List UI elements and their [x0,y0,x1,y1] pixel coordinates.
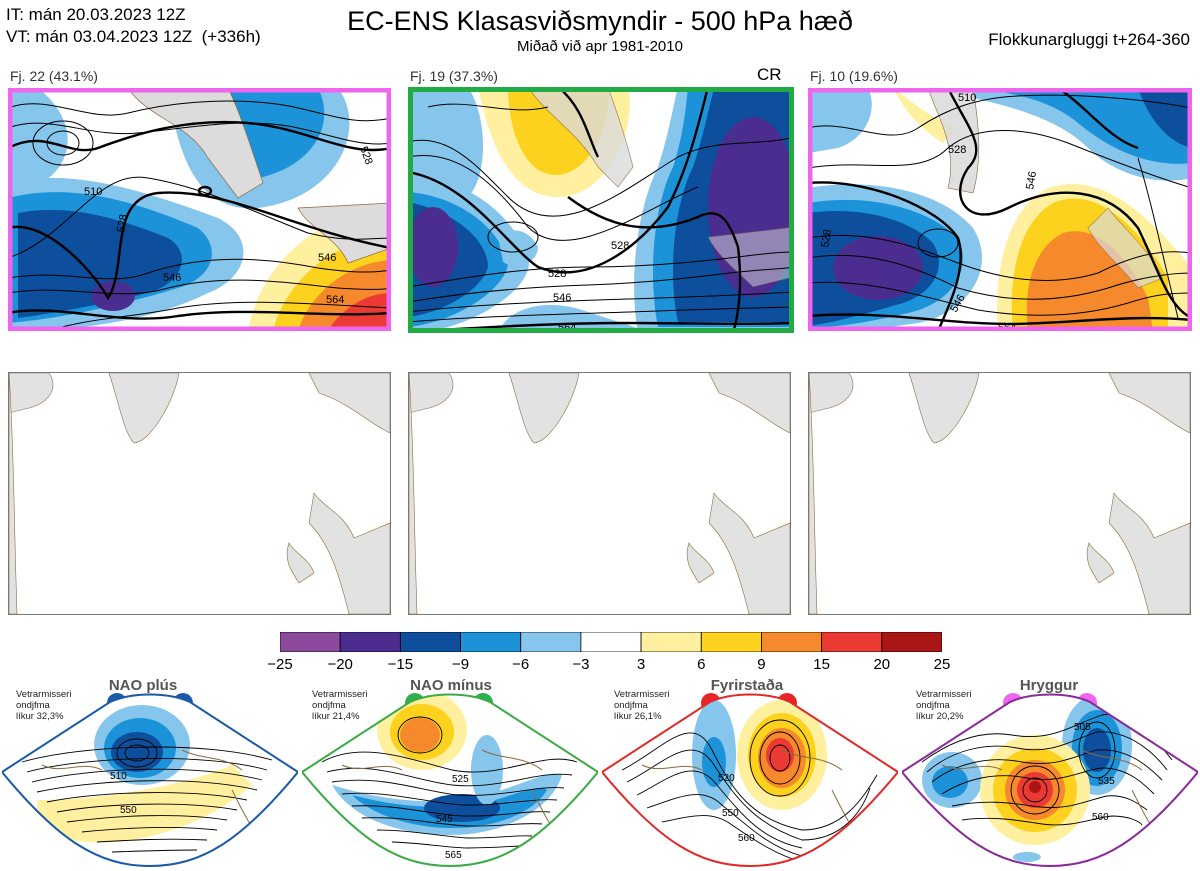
regime-3-map: 520 550 560 [602,693,898,868]
regime-1-info: Vetrarmisseri ondjfma líkur 32,3% [16,689,71,722]
cluster-1-map: 510 528 546 564 528 546 [8,88,391,331]
cluster-2-contour-label: 546 [553,292,571,304]
regime-1-info-line: ondjfma [16,700,50,711]
cluster-1-label: Fj. 22 (43.1%) [10,68,98,84]
colorbar-swatch [700,631,762,653]
cluster-3-map: 510 528 546 546 564 528 [808,88,1192,331]
cluster-2-contour-label: 564 [558,322,576,333]
cluster-2-map: 528 528 546 564 [408,87,794,333]
regime-1-info-line: Vetrarmisseri [16,689,72,700]
regime-2-contour-label: 525 [452,774,469,785]
cluster-3-label: Fj. 10 (19.6%) [810,68,898,84]
regime-3-contour-label: 560 [738,833,755,844]
regime-1-map: 510 550 [2,693,298,868]
colorbar-swatch [640,631,702,653]
initial-time: IT: mán 20.03.2023 12Z [6,5,186,24]
colorbar-tick-label: −6 [512,656,530,673]
regime-2-frame [302,693,598,868]
regime-3-contour-label: 550 [722,808,739,819]
colorbar-tick-label: 6 [697,656,706,673]
cluster-2-label: Fj. 19 (37.3%) [410,68,498,84]
colorbar-tick-label: 3 [636,656,646,673]
regime-4-contour-label: 505 [1074,722,1091,733]
cluster-2-frame [408,87,794,333]
cluster-1-contour-label: 528 [357,145,375,166]
cluster-1-contour-label: 564 [326,294,344,306]
regime-4-info-line: líkur 20,2% [916,711,964,722]
regime-2-contour-label: 545 [436,814,453,825]
cluster-3-contour-label: 510 [958,92,976,104]
cluster-3-detail-map [808,372,1191,615]
colorbar-tick-label: 15 [813,656,830,673]
regime-1-contour-label: 510 [110,771,127,782]
regime-2-info-line: líkur 21,4% [312,711,360,722]
colorbar-tick-label: −3 [572,656,590,673]
colorbar-tick-label: 9 [757,656,766,673]
regime-4-contour-label: 535 [1098,776,1115,787]
colorbar-swatch [520,631,582,653]
regime-1-contour-label: 550 [120,805,137,816]
regime-4-name: Hryggur [1019,677,1079,694]
cluster-3-contour-label: 528 [819,228,834,248]
forecast-info: IT: mán 20.03.2023 12Z VT: mán 03.04.202… [6,4,261,48]
valid-time: VT: mán 03.04.2023 12Z (+336h) [6,27,261,46]
colorbar-swatch [881,631,943,653]
colorbar-swatch [399,631,461,653]
regime-3-info-line: ondjfma [614,700,648,711]
regime-2-contour-label: 565 [445,850,462,861]
cluster-1-contour-label: 546 [163,272,181,284]
regime-4-map: 505 535 560 [902,693,1198,868]
regime-2-info-line: Vetrarmisseri [312,689,368,700]
cluster-1-contour-label: 528 [115,213,130,233]
cluster-2-contour-label: 528 [611,240,629,252]
colorbar-swatch [279,631,341,653]
colorbar-tick-label: 25 [933,656,951,673]
regime-3-name: Fyrirstaða [710,677,784,694]
page-title: EC-ENS Klasasviðsmyndir - 500 hPa hæð [347,6,853,36]
classification-window: Flokkunargluggi t+264-360 [988,30,1190,49]
regime-3-info: Vetrarmisseri ondjfma líkur 26,1% [614,689,669,722]
colorbar-tick-label: −20 [327,656,353,673]
colorbar-swatch [761,631,823,653]
regime-3-info-line: Vetrarmisseri [614,689,670,700]
regime-1-info-line: líkur 32,3% [16,711,64,722]
cluster-2-contour-label: 528 [548,268,566,280]
colorbar-tick-label: −15 [387,656,414,673]
regime-3-frame [602,693,898,868]
regime-2-map: 525 545 565 [302,693,598,868]
regime-4-contour-label: 560 [1092,812,1109,823]
regime-3-contour-label: 520 [718,773,735,784]
regime-4-info-line: Vetrarmisseri [916,689,972,700]
colorbar-tick-label: −25 [267,656,293,673]
page-subtitle: Miðað við apr 1981-2010 [517,38,683,55]
colorbar-swatch [821,631,883,653]
cluster-3-frame [808,88,1192,331]
cluster-3-contour-label: 528 [948,144,966,156]
regime-4-info: Vetrarmisseri ondjfma líkur 20,2% [916,689,971,722]
regime-2-info-line: ondjfma [312,700,346,711]
cluster-2-regime-code: CR [757,65,782,84]
regime-1-name: NAO plús [108,677,178,694]
cluster-1-frame [8,88,391,331]
colorbar-swatch [339,631,401,653]
colorbar-tick-label: 20 [873,656,891,673]
regime-4-frame [902,693,1198,868]
cluster-1-detail-map [8,372,391,615]
colorbar-swatch [580,631,642,653]
cluster-3-contour-label: 546 [1024,170,1039,190]
regime-1-frame [2,693,298,868]
anomaly-colorbar [279,631,943,653]
cluster-1-contour-label: 546 [318,252,336,264]
cluster-1-contour-label: 510 [84,186,102,198]
colorbar-tick-label: −9 [451,656,470,673]
regime-2-info: Vetrarmisseri ondjfma líkur 21,4% [312,689,367,722]
regime-4-info-line: ondjfma [916,700,950,711]
regime-2-name: NAO mínus [410,677,492,694]
colorbar-swatch [460,631,522,653]
cluster-2-detail-map [408,372,791,615]
regime-3-info-line: líkur 26,1% [614,711,662,722]
